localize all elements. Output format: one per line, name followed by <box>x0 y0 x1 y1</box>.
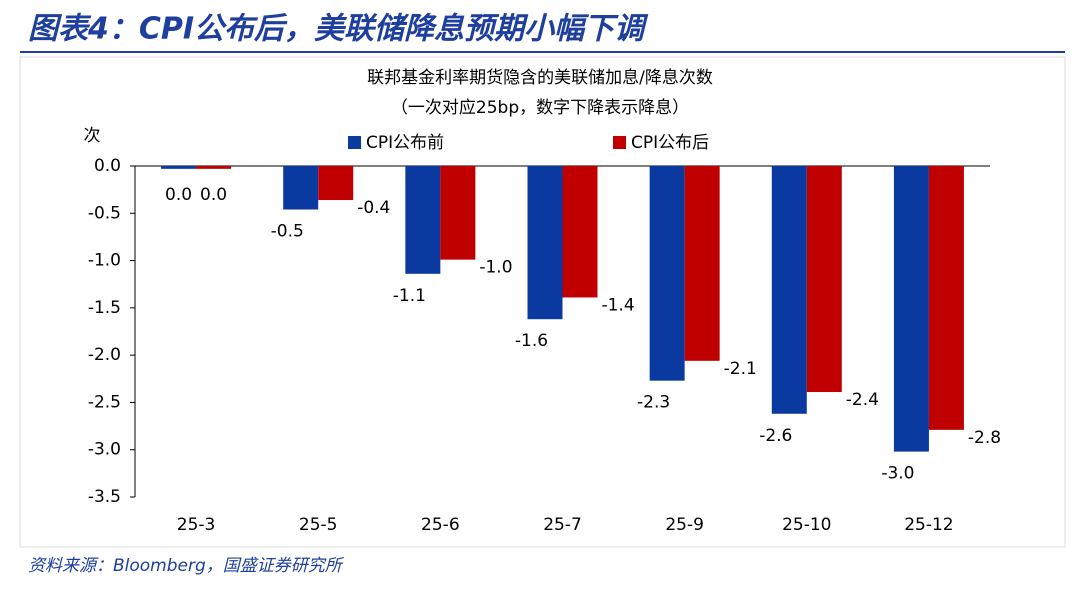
legend-label: CPI公布后 <box>631 133 709 153</box>
value-label: -2.1 <box>724 359 757 379</box>
source: 资料来源：Bloomberg，国盛证券研究所 <box>28 556 345 576</box>
value-label: -2.4 <box>846 390 879 410</box>
y-tick-label: -3.0 <box>88 440 121 460</box>
page-title: 图表4：CPI公布后，美联储降息预期小幅下调 <box>28 12 649 47</box>
bar <box>196 166 232 169</box>
y-axis-label: 次 <box>84 126 101 146</box>
y-tick-label: -0.5 <box>88 203 121 223</box>
value-label: -2.3 <box>637 393 670 413</box>
value-label: -1.1 <box>393 286 426 306</box>
bar <box>893 166 929 452</box>
chart-subtitle: （一次对应25bp，数字下降表示降息） <box>391 98 689 118</box>
bar <box>928 166 964 430</box>
legend-swatch <box>613 136 626 149</box>
x-tick-label: 25-7 <box>543 515 582 535</box>
value-label: -1.6 <box>515 331 548 351</box>
y-tick-label: -2.0 <box>88 345 121 365</box>
value-label: -2.6 <box>759 426 792 446</box>
bar <box>527 166 563 320</box>
value-label: 0.0 <box>200 185 227 205</box>
bar <box>405 166 441 274</box>
legend-label: CPI公布前 <box>366 133 444 153</box>
x-tick-label: 25-3 <box>177 515 216 535</box>
chart-frame <box>19 56 1066 548</box>
bar <box>562 166 598 298</box>
bar <box>161 166 197 169</box>
chart-title: 联邦基金利率期货隐含的美联储加息/降息次数 <box>367 68 713 88</box>
bar <box>806 166 842 393</box>
value-label: -2.8 <box>968 428 1001 448</box>
legend-swatch <box>348 136 361 149</box>
value-label: -1.4 <box>602 295 635 315</box>
y-tick-label: -1.5 <box>88 298 121 318</box>
value-label: -0.5 <box>271 222 304 242</box>
x-tick-label: 25-6 <box>421 515 460 535</box>
bar <box>440 166 476 260</box>
bar <box>684 166 720 361</box>
bar <box>771 166 807 414</box>
x-tick-label: 25-12 <box>904 515 953 535</box>
y-tick-label: -3.5 <box>88 487 121 507</box>
x-tick-label: 25-5 <box>299 515 338 535</box>
bar <box>283 166 319 210</box>
y-tick-label: -2.5 <box>88 392 121 412</box>
value-label: -1.0 <box>479 258 512 278</box>
value-label: -3.0 <box>881 464 914 484</box>
y-tick-label: 0.0 <box>94 156 121 176</box>
value-label: -0.4 <box>357 198 390 218</box>
y-tick-label: -1.0 <box>88 251 121 271</box>
x-tick-label: 25-10 <box>782 515 831 535</box>
bar <box>649 166 685 381</box>
x-tick-label: 25-9 <box>665 515 704 535</box>
value-label: 0.0 <box>165 185 192 205</box>
bar <box>318 166 354 201</box>
